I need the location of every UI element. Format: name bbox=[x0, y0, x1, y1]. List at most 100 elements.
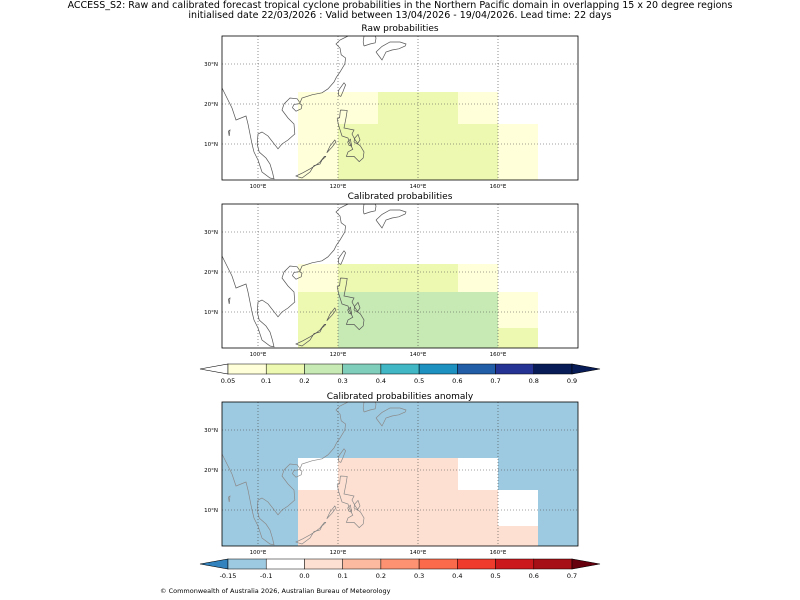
cal-coastline-9 bbox=[362, 204, 377, 215]
anom-coastline-4 bbox=[295, 522, 327, 545]
cal-coastline-8 bbox=[375, 209, 407, 229]
anom-region-cell-6 bbox=[498, 490, 538, 526]
cal-region-cell-5 bbox=[498, 292, 538, 328]
anomaly-colorbar-segment bbox=[533, 558, 573, 570]
raw-panel-title: Raw probabilities bbox=[361, 24, 439, 34]
cal-coastline-2 bbox=[292, 271, 303, 280]
anom-lat-tick-label: 20°N bbox=[204, 468, 218, 474]
cal-coastline-5 bbox=[326, 307, 337, 322]
raw-region-cell-3 bbox=[458, 92, 498, 124]
probability-colorbar-over-triangle bbox=[571, 363, 601, 375]
anomaly-panel-title: Calibrated probabilities anomaly bbox=[326, 392, 474, 402]
cal-lat-tick-label: 30°N bbox=[204, 230, 218, 236]
anomaly-colorbar-tick-label: 0.6 bbox=[529, 572, 539, 580]
probability-colorbar-segment bbox=[227, 363, 267, 375]
cal-map-panel: 100°E 120°E 140°E 160°E 10°N 20°N 30°N bbox=[204, 203, 579, 358]
raw-lon-tick-label: 100°E bbox=[250, 184, 267, 190]
probability-colorbar-segment bbox=[533, 363, 573, 375]
cal-coastline-0 bbox=[222, 204, 349, 348]
figure-title-line-1: ACCESS_S2: Raw and calibrated forecast t… bbox=[67, 0, 733, 11]
raw-map-panel: 100°E 120°E 140°E 160°E 10°N 20°N 30°N bbox=[204, 35, 579, 190]
cal-coastline-4 bbox=[295, 324, 327, 347]
raw-lon-tick-label: 140°E bbox=[410, 184, 427, 190]
cal-coastline-7 bbox=[347, 306, 353, 315]
probability-colorbar-tick-label: 0.1 bbox=[261, 377, 271, 385]
probability-colorbar-tick-label: 0.3 bbox=[337, 377, 347, 385]
raw-lat-tick-label: 10°N bbox=[204, 142, 218, 148]
anom-coastline-9 bbox=[362, 402, 377, 413]
cal-coastline-10 bbox=[228, 297, 231, 305]
anomaly-colorbar-tick-label: 0.3 bbox=[414, 572, 424, 580]
anomaly-colorbar-over-triangle bbox=[571, 558, 601, 570]
probability-colorbar-tick-label: 0.8 bbox=[529, 377, 539, 385]
raw-coastline-6 bbox=[353, 133, 361, 145]
probability-colorbar: 0.05 0.1 0.2 0.3 0.4 0.5 0.6 0.7 0.8 0.9 bbox=[199, 363, 601, 385]
cal-coastline-6 bbox=[353, 301, 361, 313]
cal-region-cell-6 bbox=[498, 328, 538, 348]
anom-coastline-7 bbox=[347, 504, 353, 513]
anomaly-colorbar-segment bbox=[227, 558, 267, 570]
probability-colorbar-tick-label: 0.2 bbox=[299, 377, 309, 385]
anom-coastlines bbox=[222, 402, 407, 546]
anom-map-frame bbox=[221, 401, 579, 547]
anom-region-cell-3 bbox=[458, 458, 498, 490]
anom-region-cell-4 bbox=[298, 490, 338, 546]
raw-coastline-10 bbox=[228, 129, 231, 137]
cal-region-cell-2 bbox=[458, 264, 498, 292]
raw-coastline-0 bbox=[222, 36, 349, 180]
anomaly-colorbar-tick-label: -0.15 bbox=[220, 572, 237, 580]
anom-region-cell-5 bbox=[338, 490, 498, 546]
probability-colorbar-under-triangle bbox=[199, 363, 229, 375]
cal-map-frame bbox=[221, 203, 579, 349]
cal-lon-tick-label: 120°E bbox=[330, 352, 347, 358]
raw-lon-tick-label: 160°E bbox=[490, 184, 507, 190]
cal-coastline-1 bbox=[338, 250, 346, 265]
anomaly-colorbar-segment bbox=[380, 558, 420, 570]
raw-lat-tick-label: 30°N bbox=[204, 62, 218, 68]
anomaly-colorbar-segment bbox=[457, 558, 496, 570]
anom-coastline-10 bbox=[228, 495, 231, 503]
raw-region-cell-4 bbox=[378, 124, 498, 180]
anomaly-colorbar-segment bbox=[304, 558, 343, 570]
cal-coastlines bbox=[222, 204, 407, 348]
probability-colorbar-segment bbox=[457, 363, 496, 375]
anom-lat-tick-label: 30°N bbox=[204, 428, 218, 434]
anom-lon-tick-label: 120°E bbox=[330, 550, 347, 556]
copyright-footer: © Commonwealth of Australia 2026, Austra… bbox=[160, 587, 391, 595]
probability-colorbar-tick-label: 0.4 bbox=[376, 377, 386, 385]
raw-coastline-9 bbox=[362, 36, 377, 47]
raw-lat-tick-label: 20°N bbox=[204, 102, 218, 108]
cal-lon-tick-label: 140°E bbox=[410, 352, 427, 358]
anom-lon-tick-label: 160°E bbox=[490, 550, 507, 556]
probability-colorbar-tick-label: 0.05 bbox=[221, 377, 235, 385]
raw-regions bbox=[298, 92, 538, 180]
anom-lon-tick-label: 140°E bbox=[410, 550, 427, 556]
anomaly-colorbar-segment bbox=[342, 558, 382, 570]
probability-colorbar-segment bbox=[265, 363, 305, 375]
probability-colorbar-segment bbox=[495, 363, 535, 375]
cal-lat-tick-label: 10°N bbox=[204, 310, 218, 316]
raw-coastline-5 bbox=[326, 139, 337, 154]
anom-regions bbox=[222, 402, 578, 546]
raw-coastline-3 bbox=[336, 109, 365, 163]
anom-coastline-5 bbox=[326, 505, 337, 520]
probability-colorbar-segment bbox=[418, 363, 458, 375]
probability-colorbar-tick-label: 0.9 bbox=[567, 377, 577, 385]
anomaly-colorbar-segment bbox=[418, 558, 458, 570]
figure-title-line-2: initialised date 22/03/2026 : Valid betw… bbox=[188, 10, 612, 21]
anom-map-panel: 100°E 120°E 140°E 160°E 10°N 20°N 30°N bbox=[204, 401, 579, 556]
anomaly-colorbar-under-triangle bbox=[199, 558, 229, 570]
probability-colorbar-tick-label: 0.6 bbox=[452, 377, 462, 385]
cal-region-cell-0 bbox=[298, 264, 338, 292]
anom-coastline-1 bbox=[338, 448, 346, 463]
anom-coastline-6 bbox=[353, 499, 361, 511]
cal-regions bbox=[298, 264, 538, 348]
anom-region-cell-1 bbox=[298, 458, 338, 490]
raw-coastline-7 bbox=[347, 138, 353, 147]
cal-lon-tick-label: 100°E bbox=[250, 352, 267, 358]
anomaly-colorbar-segment bbox=[265, 558, 305, 570]
anomaly-colorbar-tick-label: -0.1 bbox=[260, 572, 273, 580]
cal-region-cell-3 bbox=[298, 292, 338, 348]
cal-lat-tick-label: 20°N bbox=[204, 270, 218, 276]
